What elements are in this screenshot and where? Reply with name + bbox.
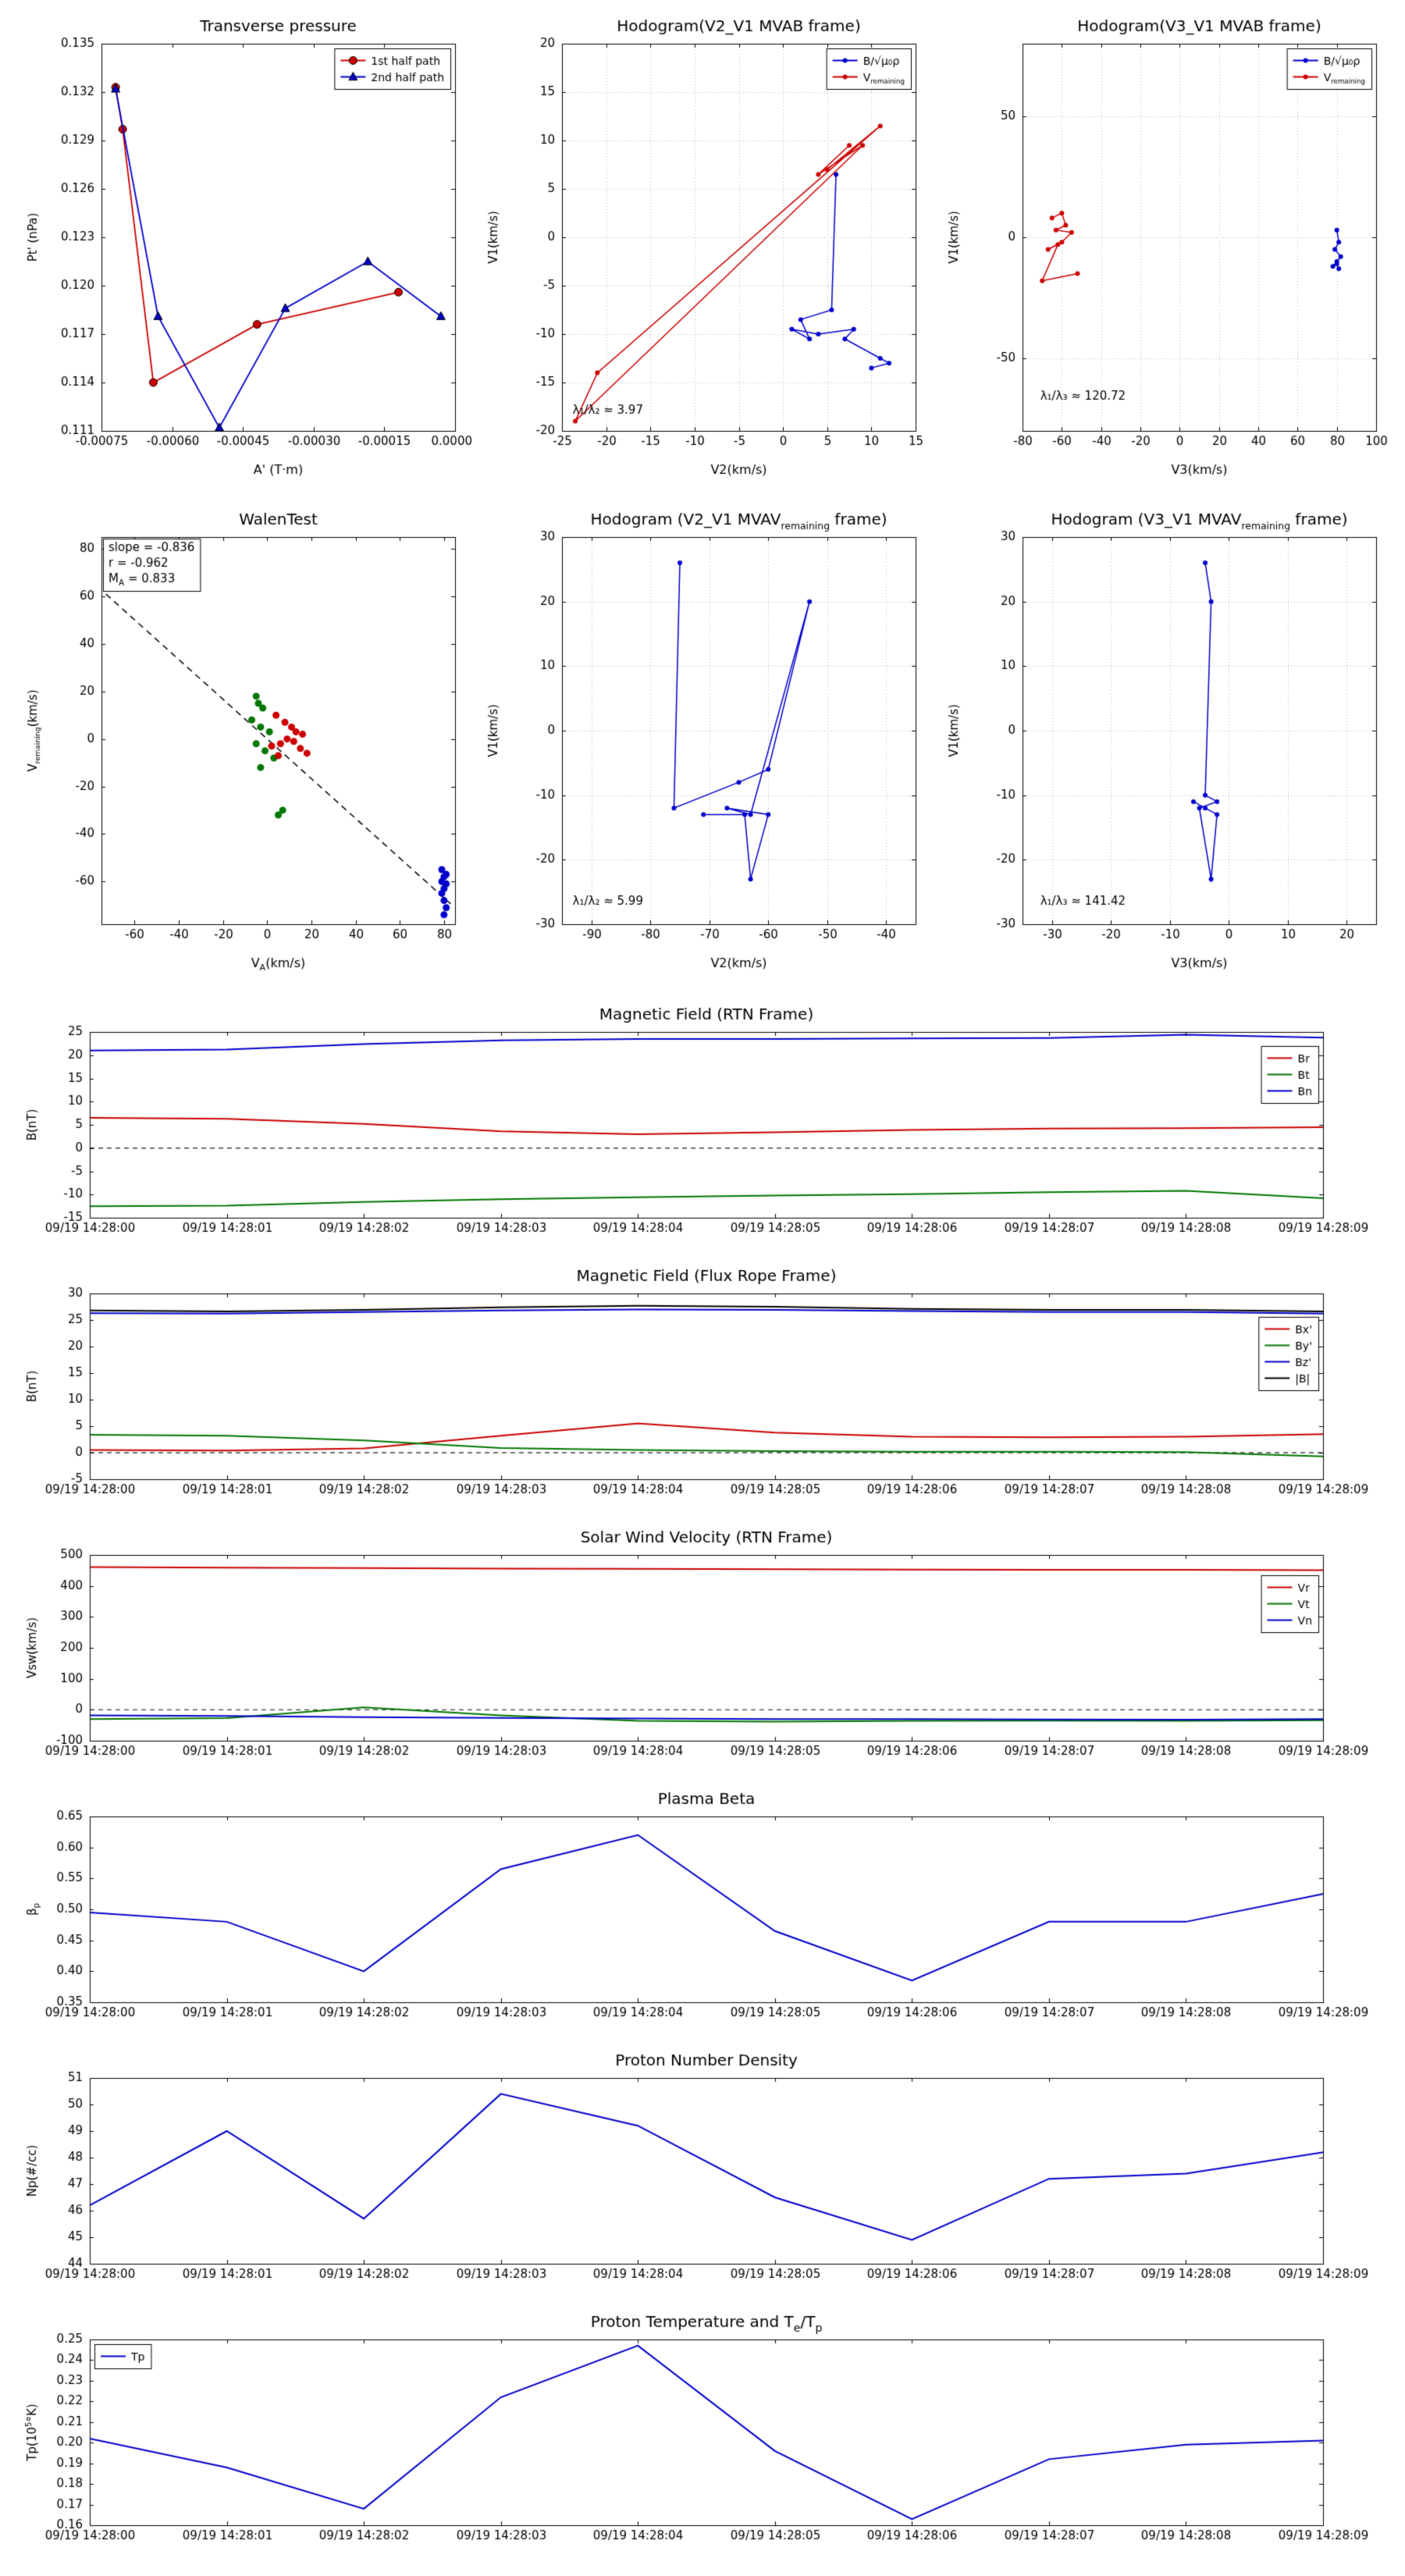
solar-wind-velocity-chart — [0, 1516, 1405, 1774]
hodogram-v2v1-mvav-chart — [480, 500, 933, 985]
magnetic-field-fluxrope-chart — [0, 1254, 1405, 1512]
transverse-pressure-chart — [20, 6, 472, 492]
hodogram-v3v1-mvab-chart — [941, 6, 1393, 492]
proton-number-density-chart — [0, 2039, 1405, 2297]
hodogram-v3v1-mvav-chart — [941, 500, 1393, 985]
hodogram-v2v1-mvab-chart — [480, 6, 933, 492]
walen-test-chart — [20, 500, 472, 985]
magnetic-field-rtn-chart — [0, 993, 1405, 1251]
proton-temperature-chart — [0, 2300, 1405, 2558]
plasma-beta-chart — [0, 1777, 1405, 2035]
